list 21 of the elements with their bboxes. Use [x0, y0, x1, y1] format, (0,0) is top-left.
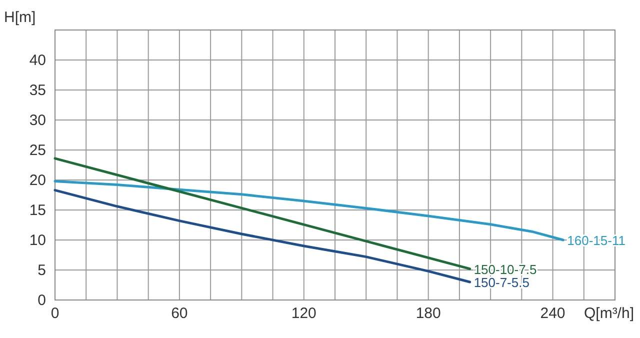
y-tick-label: 15	[29, 202, 46, 219]
x-tick-label: 60	[171, 305, 188, 322]
line-series	[54, 188, 472, 284]
y-tick-label: 25	[29, 142, 46, 159]
x-tick-label: 120	[291, 305, 316, 322]
line-series	[54, 180, 564, 242]
x-tick-label: 240	[540, 305, 566, 322]
y-tick-label: 30	[29, 112, 46, 129]
y-tick-label: 5	[38, 262, 46, 279]
x-tick-label: 0	[50, 305, 60, 322]
y-axis-title: H[m]	[4, 9, 36, 26]
y-tick-label: 40	[29, 52, 46, 69]
series-label: 150-10-7.5	[474, 262, 537, 277]
series-label: 150-7-5.5	[474, 275, 530, 290]
x-axis-title: Q[m³/h]	[584, 305, 634, 322]
x-tick-label: 180	[416, 305, 441, 322]
y-tick-label: 10	[29, 232, 46, 249]
y-tick-label: 0	[38, 292, 46, 309]
y-tick-label: 35	[29, 82, 46, 99]
y-tick-label: 20	[29, 172, 46, 189]
line-series	[54, 157, 472, 270]
